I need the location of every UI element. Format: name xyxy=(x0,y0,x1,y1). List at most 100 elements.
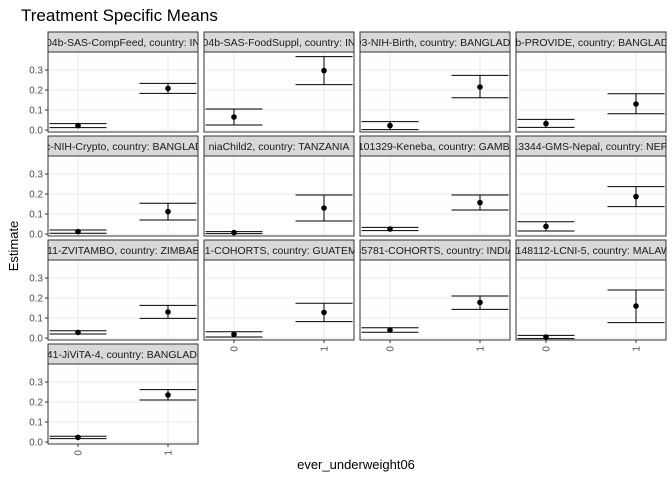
y-tick-label: 0.2 xyxy=(29,398,43,409)
facet-strip-label: 00304b-SAS-CompFeed, country: INDIA xyxy=(28,37,217,49)
panel-background xyxy=(516,156,666,236)
x-tick-label: 1 xyxy=(164,450,175,456)
facet-strip-label: i1101329-Keneba, country: GAMBIA xyxy=(350,141,519,153)
estimate-point xyxy=(387,226,393,232)
facet-panel: 7093c-NIH-Crypto, country: BANGLADESH 0.0… xyxy=(22,135,224,241)
facet-panel: 35781-COHORTS, country: GUATEMALA 0 1 xyxy=(181,239,376,352)
facet-strip-label: 35781-COHORTS, country: GUATEMALA xyxy=(181,245,376,257)
y-tick-label: 0.2 xyxy=(29,190,43,201)
facet-panel: i1101329-Keneba, country: GAMBIA xyxy=(350,135,519,237)
panel-border xyxy=(47,363,199,445)
facet-strip-label: i1148112-LCNI-5, country: MALAWI xyxy=(508,245,672,257)
chart-title: Treatment Specific Means xyxy=(21,6,218,25)
panel-background xyxy=(204,156,354,236)
estimate-point xyxy=(231,229,237,236)
estimate-point xyxy=(75,434,81,441)
y-tick-label: 0.3 xyxy=(29,274,43,285)
panel-border xyxy=(515,155,667,237)
y-tick-label: 0.1 xyxy=(29,210,43,221)
y-tick-label: 0.0 xyxy=(29,126,43,137)
panel-border xyxy=(47,51,199,133)
x-tick-label: 1 xyxy=(320,346,331,352)
panel-border xyxy=(359,51,511,133)
y-axis-title: Estimate xyxy=(6,221,21,272)
facet-panel: 1113344-GMS-Nepal, country: NEPAL xyxy=(502,135,672,237)
y-tick-label: 0.0 xyxy=(29,438,43,449)
facet-panel: 26311-ZVITAMBO, country: ZIMBABWE 0.0 0.1 0… xyxy=(29,239,217,345)
estimate-point xyxy=(477,84,483,90)
panel-border xyxy=(515,51,667,133)
facet-panel: 35781-COHORTS, country: INDIA 0 1 xyxy=(355,239,514,352)
panel-border xyxy=(359,259,511,341)
facet-strip-label: 17093-NIH-Birth, country: BANGLADESH xyxy=(338,37,532,49)
facet-strip-label: 7093b-PROVIDE, country: BANGLADESH xyxy=(492,37,672,49)
x-axis-title: ever_underweight06 xyxy=(297,457,415,472)
y-tick-label: 0.0 xyxy=(29,230,43,241)
x-tick-label: 0 xyxy=(386,346,397,352)
facet-strip-label: H5241-JiViTA-4, country: BANGLADESH xyxy=(27,349,218,361)
estimate-point xyxy=(231,114,237,120)
panel-background xyxy=(48,260,198,340)
y-tick-label: 0.0 xyxy=(29,334,43,345)
estimate-point xyxy=(75,228,81,235)
estimate-point xyxy=(633,193,639,200)
facet-strip-label: 1113344-GMS-Nepal, country: NEPAL xyxy=(502,141,672,153)
y-tick-label: 0.1 xyxy=(29,314,43,325)
facet-panel: H5241-JiViTA-4, country: BANGLADESH 0.0 0.… xyxy=(27,343,218,456)
estimate-point xyxy=(477,199,483,206)
y-tick-label: 0.2 xyxy=(29,294,43,305)
panel-background xyxy=(48,156,198,236)
estimate-point xyxy=(75,329,81,336)
x-tick-label: 0 xyxy=(230,346,241,352)
estimate-point xyxy=(321,205,327,211)
facet-panel: 7093b-PROVIDE, country: BANGLADESH xyxy=(492,31,672,133)
facet-strip-label: 7093c-NIH-Crypto, country: BANGLADESH xyxy=(22,141,224,153)
facet-panels: 00304b-SAS-CompFeed, country: INDIA 0.0 0.… xyxy=(22,31,672,456)
y-tick-label: 0.3 xyxy=(29,170,43,181)
estimate-point xyxy=(387,327,393,333)
y-tick-label: 0.1 xyxy=(29,106,43,117)
estimate-point xyxy=(633,101,639,107)
panel-background xyxy=(48,52,198,132)
panel-border xyxy=(515,259,667,341)
estimate-point xyxy=(543,120,549,127)
estimate-point xyxy=(321,67,327,74)
panel-border xyxy=(203,155,355,237)
y-tick-label: 0.3 xyxy=(29,378,43,389)
panel-background xyxy=(204,260,354,340)
panel-border xyxy=(359,155,511,237)
x-tick-label: 0 xyxy=(74,450,85,456)
facet-strip-label: niaChild2, country: TANZANIA xyxy=(209,141,350,153)
panel-background xyxy=(48,364,198,444)
facet-strip-label: 35781-COHORTS, country: INDIA xyxy=(355,245,514,257)
panel-border xyxy=(203,259,355,341)
panel-border xyxy=(203,51,355,133)
y-tick-label: 0.3 xyxy=(29,66,43,77)
facet-panel: 17093-NIH-Birth, country: BANGLADESH xyxy=(338,31,532,133)
estimate-point xyxy=(543,223,549,230)
facet-panel: niaChild2, country: TANZANIA xyxy=(203,135,355,237)
y-tick-label: 0.1 xyxy=(29,418,43,429)
facet-strip-label: 26311-ZVITAMBO, country: ZIMBABWE xyxy=(30,245,217,257)
estimate-point xyxy=(633,303,639,309)
x-tick-label: 1 xyxy=(632,346,643,352)
panel-background xyxy=(360,52,510,132)
panel-background xyxy=(360,260,510,340)
panel-background xyxy=(516,52,666,132)
panel-border xyxy=(47,155,199,237)
y-tick-label: 0.2 xyxy=(29,86,43,97)
estimate-point xyxy=(165,392,171,398)
x-tick-label: 1 xyxy=(476,346,487,352)
facet-panel: 00304b-SAS-FoodSuppl, country: INDIA xyxy=(203,31,355,133)
panel-background xyxy=(204,52,354,132)
estimate-point xyxy=(75,122,81,129)
panel-background xyxy=(360,156,510,236)
x-tick-label: 0 xyxy=(542,346,553,352)
estimate-point xyxy=(387,122,393,129)
facet-panel: 00304b-SAS-CompFeed, country: INDIA 0.0 0.… xyxy=(28,31,217,137)
estimate-point xyxy=(543,334,549,340)
estimate-point xyxy=(165,85,171,92)
estimate-point xyxy=(231,331,237,338)
panel-border xyxy=(47,259,199,341)
